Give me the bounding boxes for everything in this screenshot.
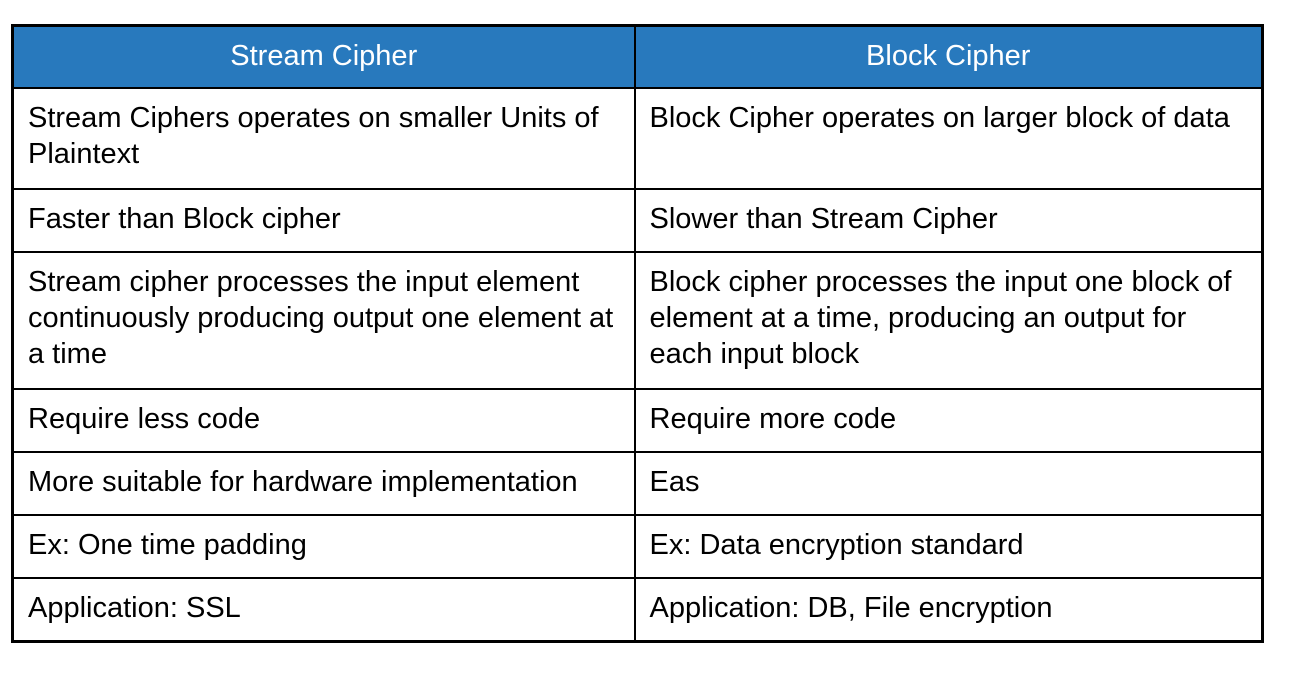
- table-row-code: Require less code Require more code: [11, 387, 1264, 453]
- table-cell-stream-application: Application: SSL: [11, 576, 636, 643]
- table-cell-block-operates-on: Block Cipher operates on larger block of…: [633, 86, 1264, 190]
- column-header-block-cipher: Block Cipher: [633, 24, 1264, 89]
- table-cell-block-speed: Slower than Stream Cipher: [633, 187, 1264, 253]
- table-row-processing: Stream cipher processes the input elemen…: [11, 250, 1264, 390]
- table-cell-stream-speed: Faster than Block cipher: [11, 187, 636, 253]
- table-cell-stream-processing: Stream cipher processes the input elemen…: [11, 250, 636, 390]
- table-cell-stream-suitability: More suitable for hardware implementatio…: [11, 450, 636, 516]
- table-cell-block-example: Ex: Data encryption standard: [633, 513, 1264, 579]
- table-cell-block-processing: Block cipher processes the input one blo…: [633, 250, 1264, 390]
- table-cell-block-code: Require more code: [633, 387, 1264, 453]
- table-cell-block-suitability: Eas: [633, 450, 1264, 516]
- table-row-example: Ex: One time padding Ex: Data encryption…: [11, 513, 1264, 579]
- column-header-stream-cipher: Stream Cipher: [11, 24, 636, 89]
- cipher-comparison-table: Stream Cipher Block Cipher Stream Cipher…: [11, 24, 1264, 643]
- table-cell-block-application: Application: DB, File encryption: [633, 576, 1264, 643]
- table-cell-stream-example: Ex: One time padding: [11, 513, 636, 579]
- table-cell-stream-operates-on: Stream Ciphers operates on smaller Units…: [11, 86, 636, 190]
- table-row-suitability: More suitable for hardware implementatio…: [11, 450, 1264, 516]
- table-row-operates-on: Stream Ciphers operates on smaller Units…: [11, 86, 1264, 190]
- table-cell-stream-code: Require less code: [11, 387, 636, 453]
- table-row-speed: Faster than Block cipher Slower than Str…: [11, 187, 1264, 253]
- table-row-application: Application: SSL Application: DB, File e…: [11, 576, 1264, 643]
- header-row: Stream Cipher Block Cipher: [11, 24, 1264, 89]
